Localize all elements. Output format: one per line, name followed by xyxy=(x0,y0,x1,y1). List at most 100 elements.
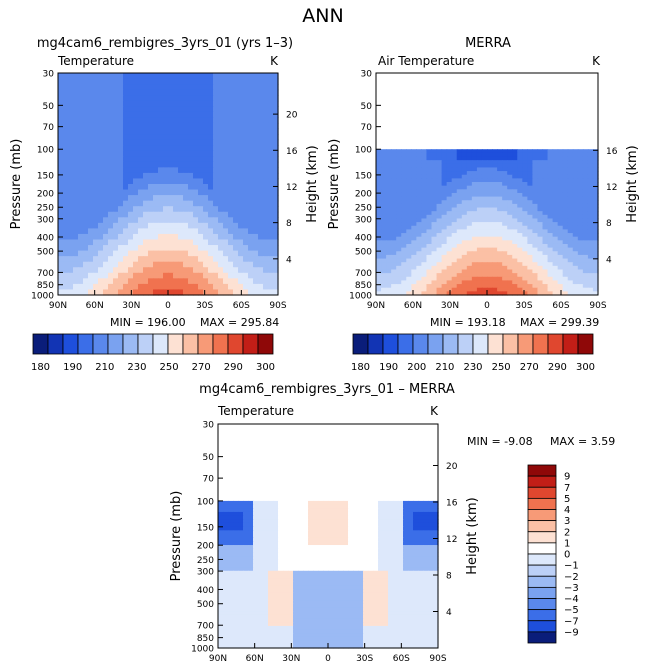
field-cell xyxy=(476,200,483,205)
field-cell xyxy=(426,218,433,223)
field-cell xyxy=(133,178,139,185)
field-cell xyxy=(426,247,433,252)
field-cell xyxy=(587,178,594,183)
field-cell xyxy=(108,178,114,185)
field-cell xyxy=(263,589,269,594)
field-cell xyxy=(138,211,144,218)
field-cell xyxy=(398,574,404,579)
field-cell xyxy=(572,156,579,161)
field-cell xyxy=(532,218,539,223)
field-cell xyxy=(416,233,423,238)
field-cell xyxy=(233,172,239,180)
field-cell xyxy=(158,278,164,285)
field-cell xyxy=(263,150,269,157)
field-cell xyxy=(577,200,584,205)
field-cell xyxy=(396,291,402,296)
field-cell xyxy=(421,218,428,223)
field-cell xyxy=(557,273,564,278)
field-cell xyxy=(522,203,528,209)
field-cell xyxy=(471,196,478,201)
field-cell xyxy=(393,515,399,520)
field-cell xyxy=(487,207,493,212)
field-cell xyxy=(502,251,508,256)
field-cell xyxy=(173,222,179,229)
field-cell xyxy=(233,239,239,246)
field-cell xyxy=(411,276,417,282)
field-cell xyxy=(391,269,397,274)
field-cell xyxy=(203,128,209,135)
field-cell xyxy=(263,89,269,96)
field-cell xyxy=(398,552,404,557)
field-cell xyxy=(567,243,574,249)
field-cell xyxy=(233,195,239,202)
field-cell xyxy=(333,552,339,557)
field-cell xyxy=(328,522,334,528)
field-cell xyxy=(577,254,584,260)
field-cell xyxy=(497,192,503,198)
field-cell xyxy=(203,122,209,130)
field-cell xyxy=(403,537,409,542)
field-cell xyxy=(408,537,414,542)
field-cell xyxy=(527,265,534,271)
field-cell xyxy=(376,262,382,267)
field-cell xyxy=(188,167,194,174)
field-cell xyxy=(532,284,539,289)
field-cell xyxy=(411,243,417,249)
field-cell xyxy=(128,261,134,268)
field-cell xyxy=(203,272,209,279)
field-cell xyxy=(456,178,463,183)
field-cell xyxy=(542,152,549,158)
field-cell xyxy=(456,284,463,289)
field-cell xyxy=(213,184,219,191)
field-cell xyxy=(68,222,74,229)
field-cell xyxy=(423,530,429,535)
field-cell xyxy=(198,200,204,207)
field-cell xyxy=(213,217,219,224)
field-cell xyxy=(268,111,274,118)
field-cell xyxy=(582,222,589,227)
field-cell xyxy=(492,254,498,260)
y2-tick-label: 12 xyxy=(286,183,297,193)
field-cell xyxy=(358,519,364,524)
field-cell xyxy=(552,200,559,205)
field-cell xyxy=(411,258,417,263)
field-cell xyxy=(238,607,244,612)
field-cell xyxy=(547,182,554,187)
field-cell xyxy=(208,106,214,113)
field-cell xyxy=(153,245,159,252)
field-cell xyxy=(128,278,134,285)
field-cell xyxy=(78,222,84,229)
field-cell xyxy=(243,556,249,561)
field-cell xyxy=(248,526,254,531)
field-cell xyxy=(228,567,234,572)
field-cell xyxy=(233,211,239,218)
field-cell xyxy=(78,134,84,141)
field-cell xyxy=(158,261,164,268)
field-cell xyxy=(178,167,184,174)
field-cell xyxy=(163,278,169,285)
field-cell xyxy=(476,291,483,296)
field-cell xyxy=(268,563,274,568)
field-cell xyxy=(517,218,523,223)
field-cell xyxy=(557,254,564,260)
field-cell xyxy=(522,152,528,158)
field-cell xyxy=(398,563,404,568)
field-cell xyxy=(582,287,589,292)
field-cell xyxy=(582,265,589,271)
field-cell xyxy=(333,522,339,528)
field-cell xyxy=(418,600,424,605)
field-cell xyxy=(223,150,229,157)
field-cell xyxy=(416,167,423,172)
field-cell xyxy=(423,556,429,561)
field-cell xyxy=(353,530,359,535)
field-cell xyxy=(98,206,104,213)
field-cell xyxy=(456,182,463,187)
field-cell xyxy=(83,184,89,191)
field-cell xyxy=(416,196,423,201)
field-cell xyxy=(168,95,174,102)
field-cell xyxy=(376,178,382,183)
field-cell xyxy=(552,167,559,172)
field-cell xyxy=(173,256,179,263)
field-cell xyxy=(411,185,417,190)
field-cell xyxy=(343,567,349,572)
